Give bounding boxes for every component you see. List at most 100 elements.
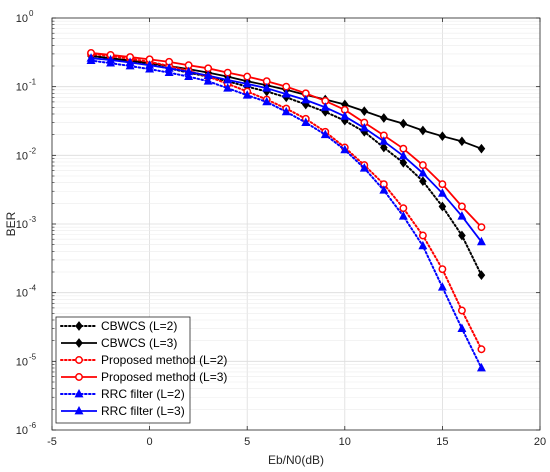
data-point [223,83,233,92]
data-point [125,57,135,66]
y-tick-label: 10 -5 [16,352,37,368]
y-axis-label: BER [4,211,18,236]
data-point [184,71,194,81]
data-point [419,176,427,187]
data-point [438,131,447,142]
data-point [458,230,466,241]
legend-marker [75,356,83,364]
series-layer [86,48,486,372]
y-tick-label: 10 -3 [16,215,37,231]
y-tick-label-base: 10 [16,82,28,94]
legend-marker [74,405,84,415]
data-point [359,163,369,172]
data-point [242,78,252,88]
data-point [360,106,369,116]
data-point [477,270,486,280]
ticks [51,17,541,431]
data-point [106,54,116,64]
data-point [184,66,194,76]
y-tick-label: 10 -1 [16,78,37,94]
y-tick-label-exp: -6 [29,421,37,430]
data-point [438,265,447,274]
legend-entry: RRC filter (L=3) [61,404,185,418]
data-point [359,122,369,132]
data-point [203,70,213,79]
y-tick-label-base: 10 [16,425,28,437]
data-point [457,306,466,315]
data-point [477,143,486,154]
x-tick-label: 5 [244,436,250,448]
y-tick-label-base: 10 [16,356,28,368]
y-tick-label-base: 10 [16,13,28,25]
data-point [380,142,388,153]
data-point [419,125,427,136]
legend-entry: RRC filter (L=2) [60,387,185,401]
legend-entry: CBWCS (L=2) [60,319,177,333]
legend: CBWCS (L=2) CBWCS (L=3) Proposed method (L… [55,316,227,424]
data-point [476,236,486,246]
y-tick-label-exp: -3 [29,215,37,224]
data-point [399,204,408,213]
data-point [477,345,486,354]
data-point [399,118,408,129]
data-point [477,223,486,232]
data-point [203,76,213,85]
data-point [242,90,252,99]
data-point [399,157,408,168]
legend-marker [75,338,83,348]
legend-label: Proposed method (L=2) [101,353,227,367]
x-axis-label: Eb/N0(dB) [268,453,324,467]
data-point [398,211,408,220]
legend-label: Proposed method (L=3) [101,370,227,384]
legend-box [55,316,191,424]
data-point [320,129,330,139]
x-tick-label: -5 [47,436,57,448]
data-point [281,89,291,98]
y-tick-label-exp: -1 [29,78,37,87]
y-tick-label: 10 -4 [16,284,37,300]
legend-marker [75,373,83,381]
legend-marker [74,388,84,398]
y-tick-label-exp: -5 [29,352,37,361]
data-point [398,150,408,160]
x-tick-label: 10 [339,436,351,448]
x-tick-label: 15 [436,436,448,448]
data-point [86,53,96,62]
legend-entry: CBWCS (L=3) [61,336,177,350]
data-point [457,211,467,220]
data-point [223,74,233,84]
data-point [379,136,389,145]
data-point [437,188,447,197]
data-point [438,201,447,212]
data-point [418,168,428,177]
legend-label: RRC filter (L=2) [101,387,185,401]
y-tick-label-exp: -4 [29,284,37,293]
data-point [340,144,350,154]
y-tick-label-exp: 0 [29,9,34,18]
data-point [320,102,330,111]
series-4 [86,55,486,372]
data-point [438,180,447,189]
data-point [145,60,155,69]
data-point [262,96,272,106]
data-point [418,240,428,250]
data-point [164,67,174,77]
y-tick-label-exp: -2 [29,146,37,155]
data-point [418,231,427,240]
legend-entry: Proposed method (L=2) [60,353,227,367]
data-point [223,68,232,77]
y-tick-label: 10 -2 [16,146,37,162]
legend-label: CBWCS (L=3) [101,336,177,350]
data-point [301,117,311,126]
data-point [476,362,486,372]
y-tick-label-base: 10 [16,219,28,231]
legend-label: RRC filter (L=3) [101,404,185,418]
x-tick-label: 20 [534,436,546,448]
series-5 [86,53,486,246]
data-point [262,83,272,92]
legend-label: CBWCS (L=2) [101,319,177,333]
x-tick-label: 0 [147,436,153,448]
legend-marker [75,321,83,331]
